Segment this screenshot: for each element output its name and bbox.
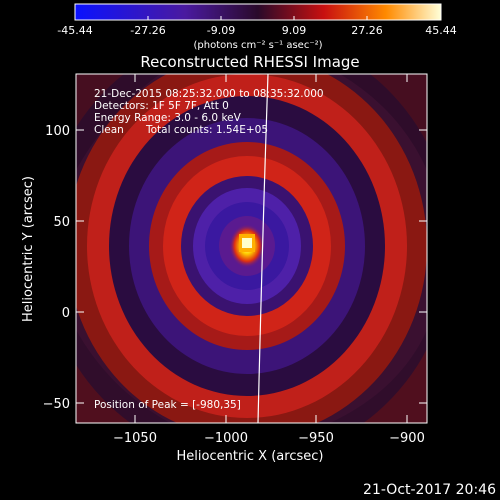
info-energy-range: Energy Range: 3.0 - 6.0 keV: [94, 112, 242, 124]
solar-limb-line: [257, 74, 269, 423]
x-tick-label: −1000: [204, 431, 248, 446]
y-tick-label: 50: [53, 215, 70, 230]
y-axis-label: Heliocentric Y (arcsec): [21, 176, 36, 322]
info-detectors: Detectors: 1F 5F 7F, Att 0: [94, 100, 229, 112]
x-tick-label: −950: [298, 431, 334, 446]
plot-title: Reconstructed RHESSI Image: [140, 53, 359, 71]
footer-timestamp: 21-Oct-2017 20:46: [363, 482, 496, 498]
info-time-range: 21-Dec-2015 08:25:32.000 to 08:35:32.000: [94, 88, 324, 100]
colorbar-tick-label: -45.44: [57, 24, 92, 37]
colorbar-ticks: [74, 16, 442, 20]
x-axis-label: Heliocentric X (arcsec): [177, 449, 324, 464]
colorbar-tick-label: -9.09: [207, 24, 235, 37]
plot-frame: [75, 73, 428, 424]
colorbar-tick-label: 9.09: [282, 24, 307, 37]
info-total-counts: Total counts: 1.54E+05: [145, 124, 268, 136]
x-tick-label: −900: [389, 431, 425, 446]
colorbar-tick-label: 27.26: [351, 24, 383, 37]
y-tick-label: −50: [43, 397, 70, 412]
x-tick-label: −1050: [113, 431, 157, 446]
colorbar-unit-label: (photons cm⁻² s⁻¹ asec⁻²): [193, 40, 322, 51]
colorbar: [74, 3, 442, 21]
y-tick-label: 100: [45, 124, 70, 139]
info-peak-position: Position of Peak = [-980,35]: [94, 399, 241, 411]
colorbar-tick-label: 45.44: [425, 24, 457, 37]
colorbar-tick-label: -27.26: [130, 24, 165, 37]
y-tick-label: 0: [62, 306, 70, 321]
axis-ticks: [76, 74, 427, 423]
info-algorithm: Clean: [94, 124, 124, 136]
